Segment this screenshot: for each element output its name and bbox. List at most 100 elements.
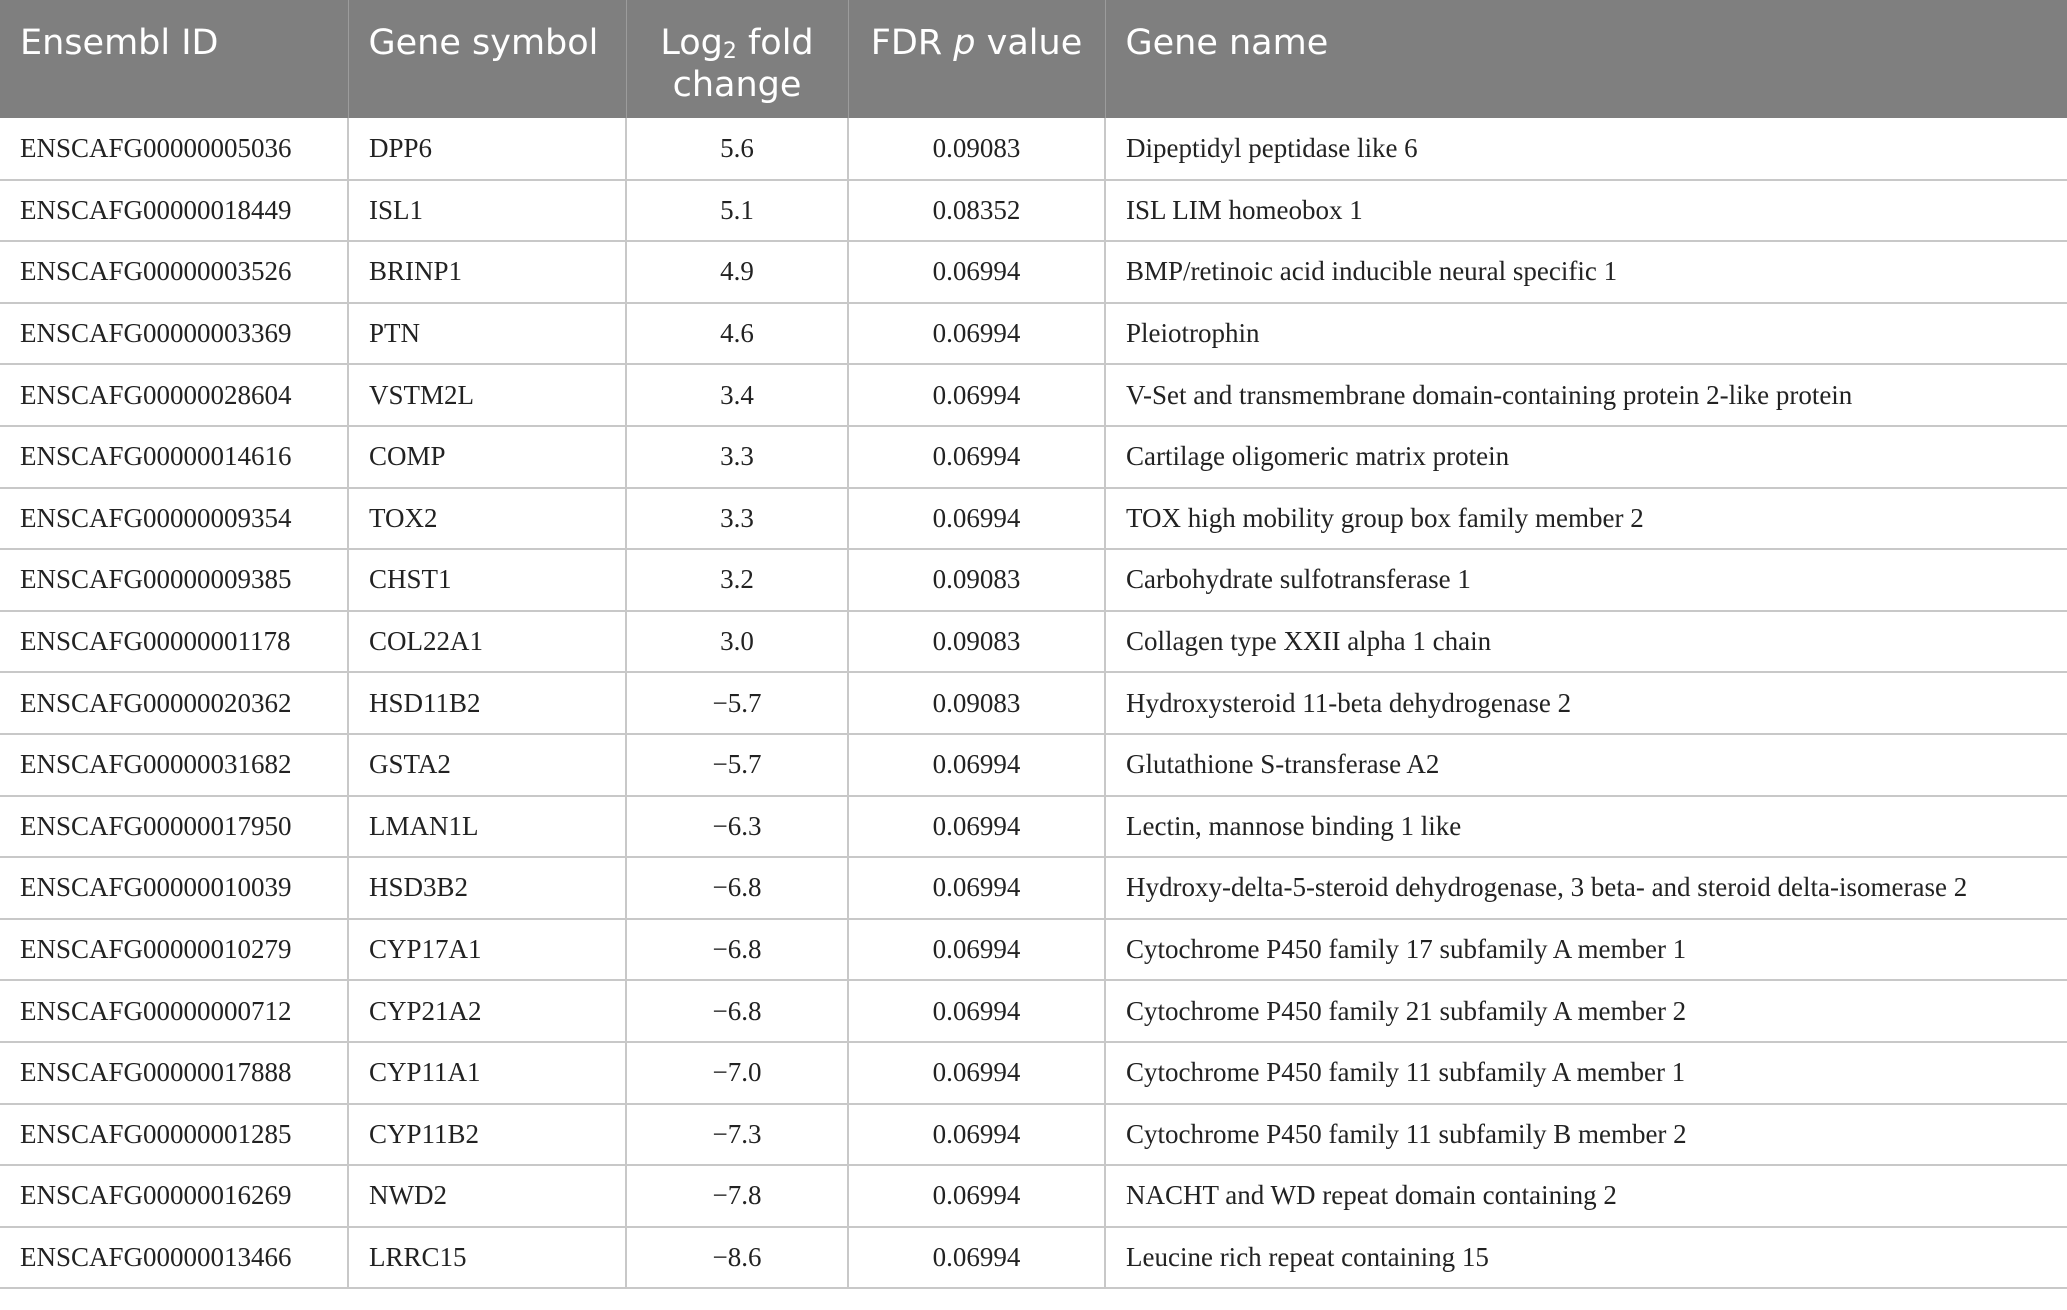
cell-gene-name: Carbohydrate sulfotransferase 1 [1105,549,2067,612]
cell-gene-symbol: TOX2 [348,487,627,551]
cell-ensembl-id: ENSCAFG00000018449 [0,179,349,243]
cell-gene-symbol: COMP [348,425,627,489]
cell-fdr-p-value: 0.09083 [848,610,1106,674]
table-row: ENSCAFG00000009385 CHST1 3.2 0.09083 Carbohy… [0,549,2067,612]
cell-gene-symbol: VSTM2L [348,364,627,427]
cell-ensembl-id: ENSCAFG00000020362 [0,672,349,735]
cell-gene-symbol: CHST1 [348,549,627,612]
cell-log2-fold-change: −8.6 [626,1226,849,1290]
cell-gene-symbol: BRINP1 [348,241,627,304]
cell-gene-name: Leucine rich repeat containing 15 [1105,1226,2067,1290]
table-row: ENSCAFG00000014616 COMP 3.3 0.06994 Cartilag… [0,425,2067,489]
cell-gene-symbol: CYP11B2 [348,1103,627,1167]
cell-log2-fold-change: 4.9 [626,241,849,304]
cell-ensembl-id: ENSCAFG00000016269 [0,1165,349,1228]
cell-ensembl-id: ENSCAFG00000010039 [0,857,349,920]
cell-log2-fold-change: −5.7 [626,672,849,735]
cell-log2-fold-change: 3.3 [626,487,849,551]
header-fdr-prefix: FDR [870,23,954,63]
header-log2-subscript: 2 [722,39,737,64]
header-row: Ensembl ID Gene symbol Log2 fold change … [0,0,2067,118]
cell-gene-symbol: GSTA2 [348,733,627,797]
cell-gene-symbol: HSD3B2 [348,857,627,920]
cell-fdr-p-value: 0.06994 [848,487,1106,551]
table-row: ENSCAFG00000018449 ISL1 5.1 0.08352 ISL LIM … [0,179,2067,243]
cell-ensembl-id: ENSCAFG00000000712 [0,980,349,1043]
table-row: ENSCAFG00000000712 CYP21A2 −6.8 0.06994 Cyto… [0,980,2067,1043]
cell-gene-name: Pleiotrophin [1105,302,2067,366]
cell-fdr-p-value: 0.06994 [848,425,1106,489]
cell-log2-fold-change: 3.0 [626,610,849,674]
header-log2-fold-change: Log2 fold change [626,0,849,118]
table-row: ENSCAFG00000005036 DPP6 5.6 0.09083 Dipeptid… [0,118,2067,181]
cell-gene-name: TOX high mobility group box family membe… [1105,487,2067,551]
cell-log2-fold-change: −7.8 [626,1165,849,1228]
table-row: ENSCAFG00000017950 LMAN1L −6.3 0.06994 Lecti… [0,795,2067,859]
cell-gene-symbol: LRRC15 [348,1226,627,1290]
cell-fdr-p-value: 0.06994 [848,1165,1106,1228]
cell-ensembl-id: ENSCAFG00000028604 [0,364,349,427]
cell-ensembl-id: ENSCAFG00000013466 [0,1226,349,1290]
cell-gene-name: Glutathione S-transferase A2 [1105,733,2067,797]
cell-gene-symbol: CYP21A2 [348,980,627,1043]
cell-gene-name: Cytochrome P450 family 11 subfamily A me… [1105,1041,2067,1105]
cell-fdr-p-value: 0.08352 [848,179,1106,243]
header-fdr-italic: p [953,23,976,63]
cell-ensembl-id: ENSCAFG00000031682 [0,733,349,797]
cell-ensembl-id: ENSCAFG00000003369 [0,302,349,366]
table-row: ENSCAFG00000001285 CYP11B2 −7.3 0.06994 Cyto… [0,1103,2067,1167]
cell-log2-fold-change: −6.8 [626,857,849,920]
table-row: ENSCAFG00000017888 CYP11A1 −7.0 0.06994 Cyto… [0,1041,2067,1105]
cell-fdr-p-value: 0.06994 [848,302,1106,366]
cell-log2-fold-change: −5.7 [626,733,849,797]
cell-ensembl-id: ENSCAFG00000017950 [0,795,349,859]
cell-gene-name: Dipeptidyl peptidase like 6 [1105,118,2067,181]
cell-fdr-p-value: 0.06994 [848,795,1106,859]
cell-gene-symbol: CYP17A1 [348,918,627,982]
table-row: ENSCAFG00000010039 HSD3B2 −6.8 0.06994 Hydro… [0,857,2067,920]
cell-fdr-p-value: 0.09083 [848,549,1106,612]
cell-ensembl-id: ENSCAFG00000017888 [0,1041,349,1105]
cell-fdr-p-value: 0.06994 [848,1041,1106,1105]
cell-log2-fold-change: −6.8 [626,980,849,1043]
cell-gene-name: BMP/retinoic acid inducible neural speci… [1105,241,2067,304]
header-fdr-p-value: FDR p value [848,0,1106,118]
cell-gene-name: Cartilage oligomeric matrix protein [1105,425,2067,489]
table-header: Ensembl ID Gene symbol Log2 fold change … [0,0,2067,118]
table-row: ENSCAFG00000001178 COL22A1 3.0 0.09083 Colla… [0,610,2067,674]
cell-gene-symbol: CYP11A1 [348,1041,627,1105]
cell-log2-fold-change: 3.2 [626,549,849,612]
cell-gene-name: Cytochrome P450 family 21 subfamily A me… [1105,980,2067,1043]
cell-gene-name: ISL LIM homeobox 1 [1105,179,2067,243]
cell-fdr-p-value: 0.06994 [848,364,1106,427]
cell-log2-fold-change: −6.8 [626,918,849,982]
cell-ensembl-id: ENSCAFG00000001285 [0,1103,349,1167]
cell-ensembl-id: ENSCAFG00000003526 [0,241,349,304]
cell-gene-name: Hydroxysteroid 11-beta dehydrogenase 2 [1105,672,2067,735]
header-log2-suffix: fold change [672,23,814,105]
table-row: ENSCAFG00000028604 VSTM2L 3.4 0.06994 V-Set … [0,364,2067,427]
cell-gene-name: Cytochrome P450 family 17 subfamily A me… [1105,918,2067,982]
cell-log2-fold-change: 4.6 [626,302,849,366]
cell-fdr-p-value: 0.09083 [848,672,1106,735]
cell-fdr-p-value: 0.06994 [848,1103,1106,1167]
table-body: ENSCAFG00000005036 DPP6 5.6 0.09083 Dipeptid… [0,118,2067,1290]
cell-gene-symbol: NWD2 [348,1165,627,1228]
cell-gene-name: Cytochrome P450 family 11 subfamily B me… [1105,1103,2067,1167]
table-row: ENSCAFG00000003369 PTN 4.6 0.06994 Pleiotrop… [0,302,2067,366]
cell-gene-symbol: LMAN1L [348,795,627,859]
cell-fdr-p-value: 0.06994 [848,733,1106,797]
cell-log2-fold-change: −7.0 [626,1041,849,1105]
cell-gene-name: NACHT and WD repeat domain containing 2 [1105,1165,2067,1228]
cell-log2-fold-change: −7.3 [626,1103,849,1167]
cell-gene-name: Collagen type XXII alpha 1 chain [1105,610,2067,674]
cell-log2-fold-change: 5.1 [626,179,849,243]
cell-gene-name: V-Set and transmembrane domain-containin… [1105,364,2067,427]
header-ensembl-id: Ensembl ID [0,0,349,118]
cell-ensembl-id: ENSCAFG00000014616 [0,425,349,489]
cell-fdr-p-value: 0.06994 [848,857,1106,920]
cell-fdr-p-value: 0.06994 [848,1226,1106,1290]
cell-ensembl-id: ENSCAFG00000001178 [0,610,349,674]
header-gene-symbol: Gene symbol [348,0,627,118]
